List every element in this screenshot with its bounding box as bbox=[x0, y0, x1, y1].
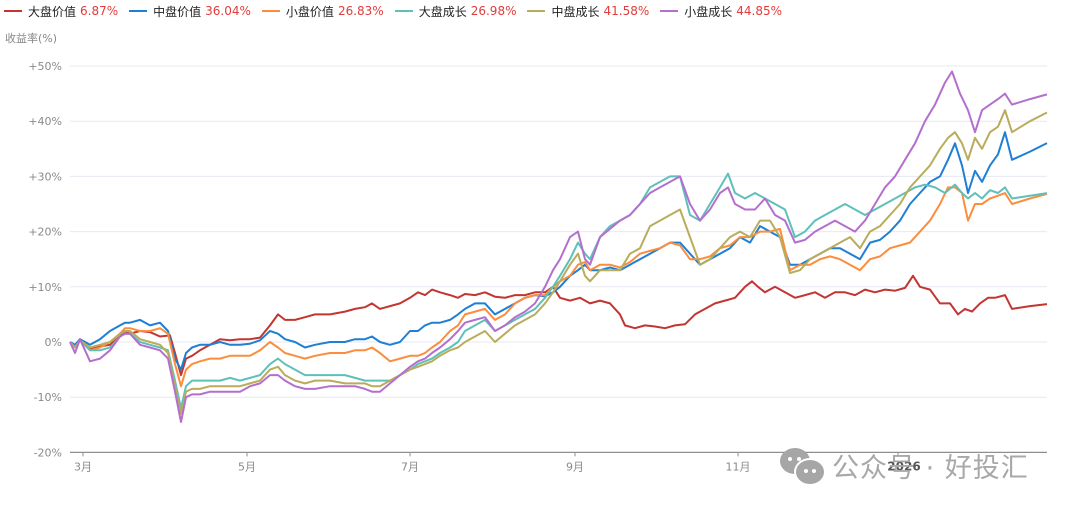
legend-value: 6.87% bbox=[80, 4, 119, 18]
legend: 大盘价值 6.87% 中盘价值 36.04% 小盘价值 26.83% 大盘成长 26.98% 中… bbox=[4, 2, 793, 20]
series-lines bbox=[69, 70, 1048, 423]
legend-value: 36.04% bbox=[205, 4, 251, 18]
y-axis: +50% +40% +30% +20% +10% 0% -10% -20% bbox=[28, 60, 62, 459]
legend-label: 小盘成长 bbox=[684, 4, 733, 19]
legend-value: 41.58% bbox=[603, 4, 650, 18]
series-line[interactable] bbox=[69, 186, 1048, 388]
y-tick-label: 0% bbox=[45, 336, 62, 349]
y-tick-label: +30% bbox=[28, 170, 62, 183]
x-tick-label: 5月 bbox=[238, 460, 256, 473]
legend-item[interactable]: 大盘成长 26.98% bbox=[394, 3, 517, 20]
legend-value: 44.85% bbox=[736, 4, 783, 18]
gridlines bbox=[70, 65, 1047, 398]
legend-item[interactable]: 大盘价值 6.87% bbox=[4, 3, 118, 20]
series-line[interactable] bbox=[69, 109, 1048, 415]
y-axis-title: 收益率(%) bbox=[5, 32, 58, 45]
legend-value: 26.83% bbox=[337, 4, 384, 18]
legend-label: 大盘价值 bbox=[28, 4, 77, 19]
legend-swatch bbox=[4, 10, 22, 12]
legend-value: 26.98% bbox=[470, 4, 517, 18]
y-tick-label: -20% bbox=[34, 446, 62, 459]
x-axis: 3月 5月 7月 9月 11月 2026 bbox=[70, 451, 1047, 473]
legend-label: 小盘价值 bbox=[285, 4, 334, 19]
legend-label: 大盘成长 bbox=[418, 4, 467, 19]
y-tick-label: +10% bbox=[28, 281, 62, 294]
x-tick-label: 7月 bbox=[401, 460, 419, 473]
series-line[interactable] bbox=[69, 274, 1048, 377]
y-tick-label: +40% bbox=[28, 115, 62, 128]
legend-swatch bbox=[660, 10, 679, 12]
legend-item[interactable]: 小盘价值 26.83% bbox=[261, 3, 384, 20]
legend-item[interactable]: 小盘成长 44.85% bbox=[660, 3, 782, 20]
legend-swatch bbox=[527, 10, 546, 12]
y-tick-label: -10% bbox=[34, 391, 62, 404]
legend-item[interactable]: 中盘价值 36.04% bbox=[129, 3, 251, 20]
legend-label: 中盘价值 bbox=[153, 4, 202, 19]
y-tick-label: +20% bbox=[28, 226, 62, 239]
legend-swatch bbox=[129, 10, 148, 12]
legend-label: 中盘成长 bbox=[551, 4, 600, 19]
legend-swatch bbox=[394, 10, 413, 12]
x-tick-label: 9月 bbox=[566, 460, 584, 473]
legend-item[interactable]: 中盘成长 41.58% bbox=[527, 3, 649, 20]
x-tick-label: 3月 bbox=[74, 460, 92, 473]
y-tick-label: +50% bbox=[28, 60, 62, 73]
x-tick-label-year: 2026 bbox=[887, 459, 920, 473]
series-line[interactable] bbox=[69, 172, 1048, 410]
legend-swatch bbox=[261, 10, 280, 12]
x-tick-label: 11月 bbox=[726, 460, 751, 473]
series-line[interactable] bbox=[69, 70, 1048, 423]
